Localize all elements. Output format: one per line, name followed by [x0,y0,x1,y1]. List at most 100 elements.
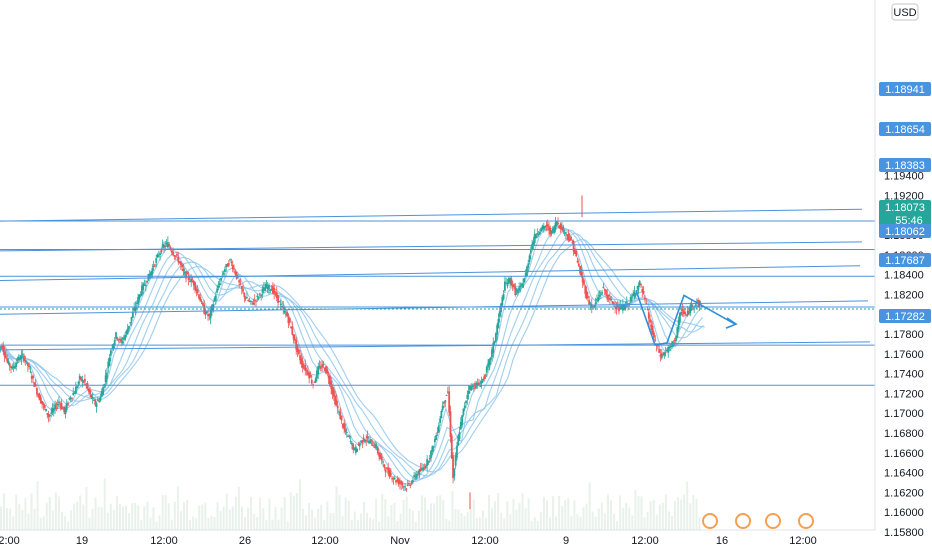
volume-bar [360,513,362,530]
volume-bar [637,496,639,530]
volume-bar [409,509,411,530]
candle-body [92,397,94,398]
volume-bar [70,510,72,530]
candle-body [367,436,369,438]
volume-bar [113,510,115,530]
volume-bar [345,498,347,530]
volume-bar [482,510,484,530]
volume-bar [284,497,286,530]
volume-bar [122,506,124,530]
volume-bar [296,493,298,530]
candle-body [688,313,690,314]
price-badge-6: 1.17282 [885,311,925,323]
candle-body [465,401,467,403]
candle-body [408,483,410,484]
volume-bar [656,515,658,530]
volume-bar [226,494,228,530]
candle-body [302,361,304,368]
volume-bar [494,501,496,530]
candle-body [120,339,122,342]
candle-body [407,485,409,486]
volume-bar [46,503,48,530]
candle-body [461,415,463,425]
y-tick-label: 1.15800 [884,527,924,539]
event-marker-1[interactable] [703,514,717,528]
candle-body [409,485,411,486]
volume-bar [204,503,206,530]
candle-body [376,447,378,448]
price-badge-4: 1.18062 [885,226,925,238]
candle-body [151,268,153,274]
volume-bar [275,507,277,530]
candle-body [644,298,646,299]
candle-body [186,273,188,274]
volume-bar [223,506,225,530]
volume-bar [302,509,304,530]
volume-bar [598,508,600,530]
candle-body [695,305,697,306]
x-tick-label: 9 [563,535,569,547]
candle-body [425,466,427,468]
volume-bar [644,517,646,530]
candle-body [153,266,155,267]
event-marker-4[interactable] [799,514,813,528]
candle-body [411,483,413,484]
volume-bar [641,496,643,530]
candle-body [323,364,325,365]
x-tick-label: 12:00 [311,535,339,547]
volume-bar [79,495,81,530]
volume-bar [290,492,292,530]
volume-bar [528,498,530,530]
volume-bar [543,497,545,530]
candle-body [346,432,348,433]
candle-body [84,379,86,382]
volume-bar [503,518,505,530]
volume-bar [67,521,69,530]
candle-body [648,312,650,319]
candle-body [601,292,603,293]
volume-bar [34,509,36,530]
volume-bar [357,520,359,530]
volume-bar [625,503,627,530]
volume-bar [40,518,42,530]
price-badge-1: 1.18941 [885,84,925,96]
y-tick-label: 1.17000 [884,408,924,420]
volume-bar [107,513,109,530]
candle-body [333,389,335,396]
volume-bar [308,503,310,530]
volume-bar [561,506,563,530]
volume-bar [458,509,460,530]
volume-bar [220,511,222,530]
event-marker-3[interactable] [766,514,780,528]
volume-bar [525,508,527,530]
volume-bar [601,503,603,530]
volume-bar [442,500,444,530]
volume-bar [64,516,66,530]
y-tick-label: 1.17400 [884,369,924,381]
candle-body [492,343,494,353]
candle-body [176,254,178,255]
volume-bar [156,521,158,530]
volume-bar [522,493,524,530]
candle-body [298,349,300,353]
volume-bar [85,487,87,530]
candle-body [583,280,585,285]
volume-bar [271,519,273,530]
volume-bar [461,513,463,530]
candle-body [510,279,512,286]
candle-body [565,232,567,234]
volume-bar [418,511,420,530]
volume-bar [259,498,261,530]
volume-bar [592,511,594,530]
candle-body [177,257,179,262]
candle-body [306,370,308,371]
volume-bar [397,521,399,530]
event-marker-2[interactable] [736,514,750,528]
candle-body [256,296,258,297]
candle-body [435,435,437,440]
volume-bar [49,497,51,530]
candle-body [310,375,312,377]
volume-bar [534,517,536,530]
candle-body [146,281,148,283]
volume-bar [610,501,612,530]
